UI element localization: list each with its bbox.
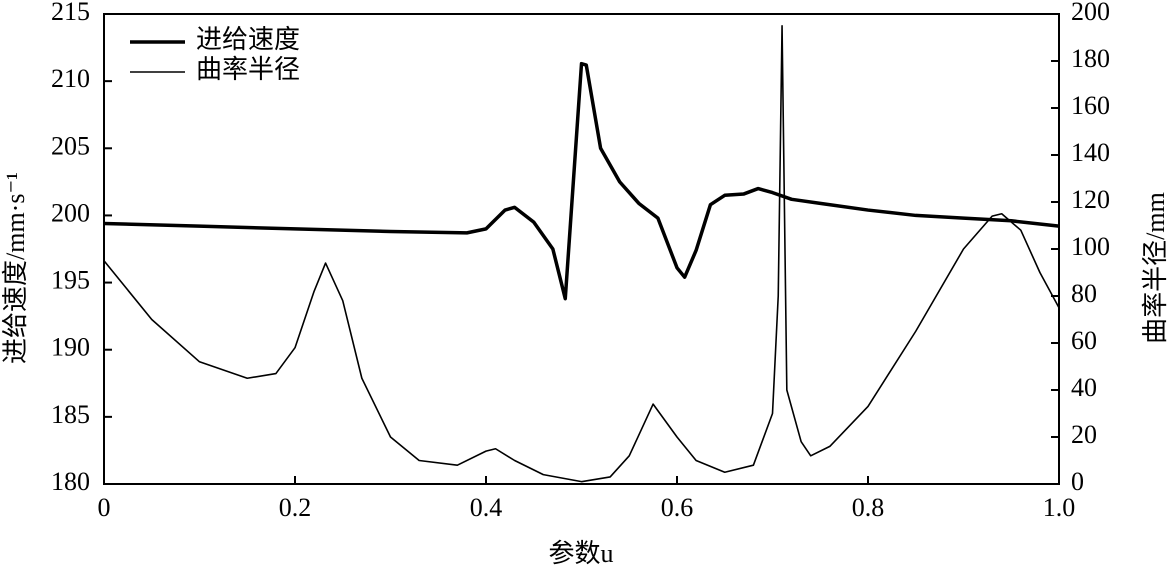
- x-tick-label: 0.2: [279, 493, 312, 522]
- y-tick-label: 190: [51, 333, 90, 362]
- x-axis-label: 参数u: [548, 539, 613, 568]
- series-line: [103, 24, 1060, 483]
- series-line: [103, 61, 1060, 301]
- y2-tick-label: 40: [1071, 373, 1097, 402]
- y2-tick-label: 20: [1071, 420, 1097, 449]
- y2-tick-label: 120: [1071, 185, 1110, 214]
- y2-tick-label: 160: [1071, 91, 1110, 120]
- legend-label: 曲率半径: [196, 55, 300, 84]
- y2-tick-label: 140: [1071, 138, 1110, 167]
- x-tick-label: 0.6: [661, 493, 694, 522]
- y-tick-label: 200: [51, 198, 90, 227]
- y2-tick-label: 0: [1071, 467, 1084, 496]
- y2-tick-label: 200: [1071, 0, 1110, 26]
- y2-tick-label: 80: [1071, 279, 1097, 308]
- y-tick-label: 210: [51, 64, 90, 93]
- x-tick-label: 0.8: [852, 493, 885, 522]
- x-tick-label: 1.0: [1043, 493, 1076, 522]
- y2-tick-label: 180: [1071, 44, 1110, 73]
- x-tick-label: 0: [98, 493, 111, 522]
- y-tick-label: 180: [51, 467, 90, 496]
- y-axis-label: 进给速度/mm·s⁻¹: [1, 172, 30, 364]
- y-tick-label: 185: [51, 400, 90, 429]
- x-tick-label: 0.4: [470, 493, 503, 522]
- y-tick-label: 195: [51, 266, 90, 295]
- y-tick-label: 205: [51, 131, 90, 160]
- y2-tick-label: 60: [1071, 326, 1097, 355]
- y2-tick-label: 100: [1071, 232, 1110, 261]
- legend-label: 进给速度: [196, 25, 300, 54]
- y-tick-label: 215: [51, 0, 90, 26]
- y2-axis-label: 曲率半径/mm: [1141, 192, 1170, 344]
